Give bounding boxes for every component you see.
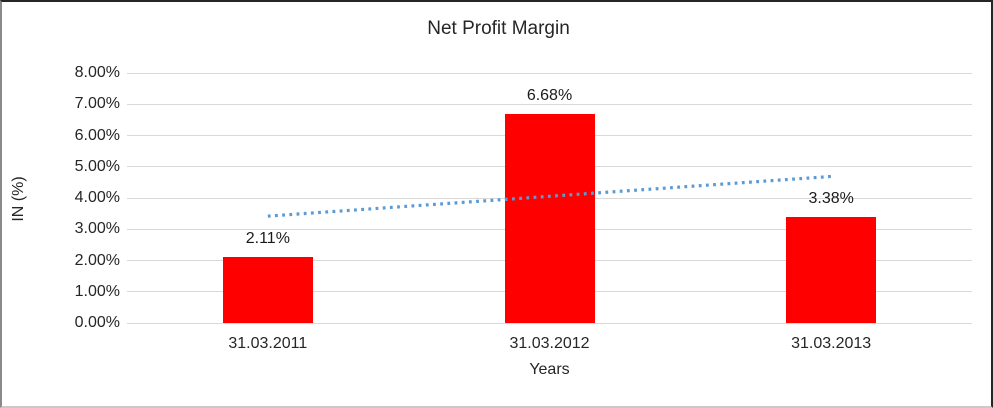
x-axis-title: Years bbox=[529, 361, 570, 378]
y-tick-label: 1.00% bbox=[74, 282, 120, 300]
y-tick-label: 0.00% bbox=[74, 314, 120, 331]
x-tick-label: 31.03.2013 bbox=[791, 335, 872, 352]
gridline bbox=[127, 322, 972, 324]
y-axis-title: IN (%) bbox=[10, 176, 27, 222]
x-tick-label: 31.03.2012 bbox=[509, 335, 590, 352]
bar-data-label: 3.38% bbox=[808, 190, 854, 208]
chart-title: Net Profit Margin bbox=[427, 18, 570, 39]
bar bbox=[786, 217, 877, 323]
y-tick-label: 5.00% bbox=[74, 157, 120, 175]
bar bbox=[504, 114, 595, 323]
bar bbox=[222, 257, 313, 323]
y-tick-label: 8.00% bbox=[74, 64, 120, 81]
bar-data-label: 6.68% bbox=[526, 87, 573, 105]
x-tick-label: 31.03.2011 bbox=[228, 335, 308, 352]
y-tick-label: 7.00% bbox=[74, 95, 120, 113]
y-tick-label: 6.00% bbox=[74, 126, 120, 144]
bar-data-label: 2.11% bbox=[245, 230, 290, 248]
gridline bbox=[127, 72, 972, 74]
y-tick-label: 4.00% bbox=[74, 189, 120, 206]
y-tick-label: 2.00% bbox=[74, 251, 120, 269]
y-tick-label: 3.00% bbox=[74, 220, 120, 238]
gridline bbox=[127, 103, 972, 105]
